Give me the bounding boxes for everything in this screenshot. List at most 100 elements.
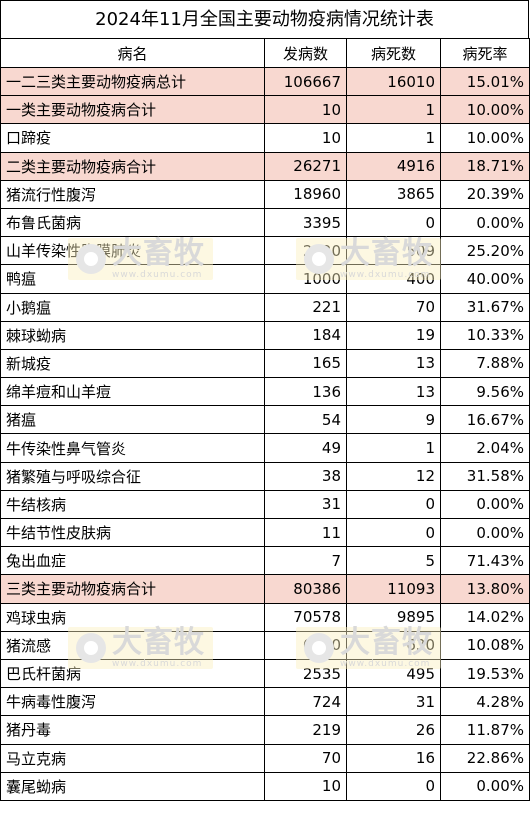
row-disease-name: 猪流行性腹泻 xyxy=(0,179,265,209)
row-cases: 38 xyxy=(264,461,347,491)
table-row: 囊尾蚴病 10 0 0.00% xyxy=(0,771,530,801)
row-disease-name: 猪瘟 xyxy=(0,405,265,435)
row-disease-name: 牛结核病 xyxy=(0,489,265,520)
row-disease-name: 一二三类主要动物疫病总计 xyxy=(0,66,265,97)
row-cases: 18960 xyxy=(264,179,347,209)
row-cases: 80386 xyxy=(264,574,347,604)
row-mortality-rate: 2.04% xyxy=(440,433,530,463)
row-deaths: 31 xyxy=(346,687,441,717)
row-disease-name: 兔出血症 xyxy=(0,546,265,576)
row-disease-name: 牛传染性鼻气管炎 xyxy=(0,433,265,463)
row-disease-name: 牛结节性皮肤病 xyxy=(0,517,265,548)
row-deaths: 12 xyxy=(346,461,441,491)
row-mortality-rate: 7.88% xyxy=(440,348,530,379)
row-cases: 724 xyxy=(264,687,347,717)
disease-table: 病名 发病数 病死数 病死率 一二三类主要动物疫病总计 106667 16010 15… xyxy=(0,38,530,801)
row-deaths: 16010 xyxy=(346,66,441,97)
row-deaths: 0 xyxy=(346,517,441,548)
row-disease-name: 二类主要动物疫病合计 xyxy=(0,151,265,181)
row-cases: 10 xyxy=(264,771,347,801)
row-cases: 184 xyxy=(264,320,347,350)
row-cases: 165 xyxy=(264,348,347,379)
table-row: 二类主要动物疫病合计 26271 4916 18.71% xyxy=(0,151,530,181)
table-row: 棘球蚴病 184 19 10.33% xyxy=(0,320,530,350)
row-cases: 1000 xyxy=(264,264,347,294)
row-cases: 10 xyxy=(264,123,347,153)
row-disease-name: 小鹅瘟 xyxy=(0,292,265,322)
row-cases: 219 xyxy=(264,715,347,745)
row-disease-name: 棘球蚴病 xyxy=(0,320,265,350)
row-disease-name: 一类主要动物疫病合计 xyxy=(0,95,265,125)
row-disease-name: 囊尾蚴病 xyxy=(0,771,265,801)
row-cases: 10 xyxy=(264,95,347,125)
row-deaths: 4916 xyxy=(346,151,441,181)
row-mortality-rate: 4.28% xyxy=(440,687,530,717)
table-row: 三类主要动物疫病合计 80386 11093 13.80% xyxy=(0,574,530,604)
row-disease-name: 猪流感 xyxy=(0,630,265,660)
row-mortality-rate: 22.86% xyxy=(440,743,530,773)
table-row: 新城疫 165 13 7.88% xyxy=(0,348,530,379)
row-mortality-rate: 40.00% xyxy=(440,264,530,294)
row-deaths: 0 xyxy=(346,771,441,801)
table-row: 山羊传染性胸膜肺炎 2020 509 25.20% xyxy=(0,236,530,266)
table-row: 一类主要动物疫病合计 10 1 10.00% xyxy=(0,95,530,125)
row-mortality-rate: 0.00% xyxy=(440,489,530,520)
row-cases: 49 xyxy=(264,433,347,463)
row-cases: 2020 xyxy=(264,236,347,266)
row-mortality-rate: 13.80% xyxy=(440,574,530,604)
row-disease-name: 马立克病 xyxy=(0,743,265,773)
table-row: 鸡球虫病 70578 9895 14.02% xyxy=(0,602,530,632)
row-mortality-rate: 0.00% xyxy=(440,517,530,548)
row-deaths: 1 xyxy=(346,123,441,153)
table-row: 牛结核病 31 0 0.00% xyxy=(0,489,530,520)
row-deaths: 11093 xyxy=(346,574,441,604)
header-mortality-rate: 病死率 xyxy=(440,38,530,68)
row-deaths: 9895 xyxy=(346,602,441,632)
table-row: 兔出血症 7 5 71.43% xyxy=(0,546,530,576)
row-deaths: 5 xyxy=(346,546,441,576)
row-mortality-rate: 14.02% xyxy=(440,602,530,632)
table-row: 猪繁殖与呼吸综合征 38 12 31.58% xyxy=(0,461,530,491)
row-disease-name: 鸭瘟 xyxy=(0,264,265,294)
row-mortality-rate: 11.87% xyxy=(440,715,530,745)
table-row: 猪流感 6250 630 10.08% xyxy=(0,630,530,660)
row-disease-name: 布鲁氏菌病 xyxy=(0,207,265,238)
table-row: 绵羊痘和山羊痘 136 13 9.56% xyxy=(0,377,530,407)
row-mortality-rate: 10.00% xyxy=(440,95,530,125)
row-cases: 54 xyxy=(264,405,347,435)
row-deaths: 3865 xyxy=(346,179,441,209)
table-row: 一二三类主要动物疫病总计 106667 16010 15.01% xyxy=(0,66,530,97)
table-row: 口蹄疫 10 1 10.00% xyxy=(0,123,530,153)
header-cases: 发病数 xyxy=(264,38,347,68)
row-cases: 6250 xyxy=(264,630,347,660)
row-deaths: 9 xyxy=(346,405,441,435)
row-cases: 26271 xyxy=(264,151,347,181)
row-cases: 2535 xyxy=(264,658,347,689)
row-cases: 31 xyxy=(264,489,347,520)
table-row: 猪瘟 54 9 16.67% xyxy=(0,405,530,435)
row-deaths: 1 xyxy=(346,433,441,463)
row-disease-name: 口蹄疫 xyxy=(0,123,265,153)
table-row: 猪流行性腹泻 18960 3865 20.39% xyxy=(0,179,530,209)
row-cases: 3395 xyxy=(264,207,347,238)
row-mortality-rate: 18.71% xyxy=(440,151,530,181)
row-mortality-rate: 31.67% xyxy=(440,292,530,322)
row-disease-name: 三类主要动物疫病合计 xyxy=(0,574,265,604)
row-deaths: 26 xyxy=(346,715,441,745)
page-title: 2024年11月全国主要动物疫病情况统计表 xyxy=(0,0,529,38)
table-header-row: 病名 发病数 病死数 病死率 xyxy=(0,38,530,68)
row-disease-name: 绵羊痘和山羊痘 xyxy=(0,377,265,407)
row-disease-name: 新城疫 xyxy=(0,348,265,379)
row-mortality-rate: 10.00% xyxy=(440,123,530,153)
row-cases: 70578 xyxy=(264,602,347,632)
row-mortality-rate: 16.67% xyxy=(440,405,530,435)
row-deaths: 630 xyxy=(346,630,441,660)
table-row: 马立克病 70 16 22.86% xyxy=(0,743,530,773)
header-disease-name: 病名 xyxy=(0,38,265,68)
row-disease-name: 猪丹毒 xyxy=(0,715,265,745)
row-deaths: 0 xyxy=(346,207,441,238)
row-deaths: 13 xyxy=(346,377,441,407)
row-mortality-rate: 10.33% xyxy=(440,320,530,350)
row-cases: 11 xyxy=(264,517,347,548)
